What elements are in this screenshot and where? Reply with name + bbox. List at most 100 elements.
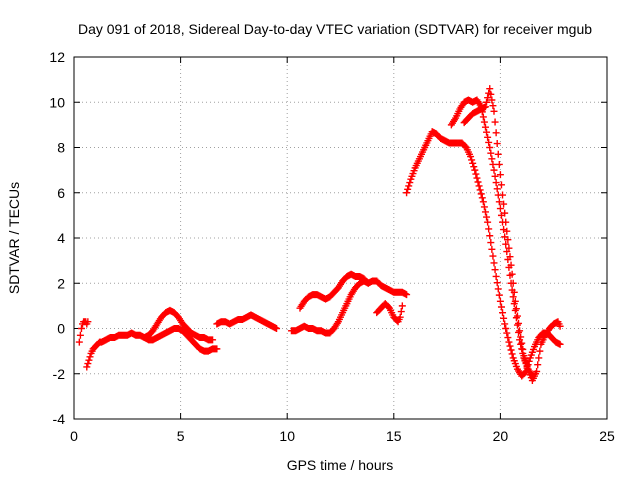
data-series <box>83 325 221 371</box>
data-point <box>481 123 489 131</box>
data-point-fill <box>363 278 371 286</box>
data-point-fill <box>480 203 488 211</box>
data-point-fill <box>512 305 520 313</box>
data-point-fill <box>405 182 413 190</box>
data-point-fill <box>504 334 512 342</box>
data-point-fill <box>506 253 514 261</box>
data-point <box>467 153 475 161</box>
data-point-fill <box>513 312 521 320</box>
data-point-fill <box>496 205 504 213</box>
data-point <box>505 338 513 346</box>
data-point-fill <box>536 347 544 355</box>
data-point <box>83 363 91 371</box>
data-point-fill <box>468 156 476 164</box>
data-point-fill <box>522 358 530 366</box>
data-series <box>460 85 536 380</box>
data-point <box>490 107 498 115</box>
data-point <box>496 297 504 305</box>
y-tick-label: -2 <box>53 366 66 382</box>
data-point-fill <box>485 225 493 233</box>
y-tick-label: 0 <box>57 321 65 337</box>
data-point <box>75 338 83 346</box>
y-tick-label: 6 <box>57 185 65 201</box>
data-point <box>84 318 92 326</box>
data-point-fill <box>478 194 486 202</box>
data-point-fill <box>521 355 529 363</box>
data-point <box>77 325 85 332</box>
data-point-fill <box>491 118 499 126</box>
data-point-fill <box>486 232 494 240</box>
data-point-fill <box>496 171 504 179</box>
data-point <box>520 352 528 360</box>
data-point <box>403 189 411 197</box>
x-tick-label: 5 <box>177 428 185 444</box>
data-point-fill <box>493 185 501 193</box>
data-point <box>556 322 564 330</box>
data-point <box>516 327 524 335</box>
data-point <box>499 191 507 199</box>
data-point-fill <box>502 325 510 332</box>
data-point-fill <box>484 94 492 102</box>
data-point <box>486 144 494 151</box>
data-point-fill <box>504 236 512 244</box>
data-point-fill <box>487 149 495 157</box>
chart-title: Day 091 of 2018, Sidereal Day-to-day VTE… <box>78 21 592 37</box>
data-series <box>296 270 372 312</box>
data-point <box>209 336 217 344</box>
data-point-fill <box>485 138 493 146</box>
data-point-fill <box>500 226 508 234</box>
tick-labels: 0 5 10 15 20 25 -4 -2 0 2 4 6 8 10 12 <box>49 49 615 444</box>
data-point-fill <box>397 308 405 316</box>
x-tick-label: 20 <box>493 428 509 444</box>
data-point <box>398 302 406 310</box>
data-point-fill <box>490 259 498 267</box>
data-point-fill <box>515 319 523 327</box>
data-point-fill <box>495 160 503 168</box>
y-tick-label: -4 <box>53 411 66 427</box>
data-point <box>471 166 479 174</box>
data-point-fill <box>469 159 477 167</box>
data-point-fill <box>487 239 495 247</box>
data-point <box>490 166 498 174</box>
x-axis-label: GPS time / hours <box>287 457 394 473</box>
data-point-fill <box>489 252 497 260</box>
x-tick-label: 25 <box>599 428 615 444</box>
data-point <box>528 372 536 380</box>
data-point <box>494 150 502 158</box>
data-point-fill <box>491 172 499 180</box>
data-point <box>488 245 496 253</box>
data-point-fill <box>493 140 501 148</box>
data-points <box>75 85 564 385</box>
data-point <box>481 103 489 111</box>
data-point <box>475 182 483 190</box>
data-point <box>85 356 93 364</box>
data-point-fill <box>505 244 513 252</box>
data-point-fill <box>517 333 525 341</box>
data-point-fill <box>491 266 499 274</box>
data-point-fill <box>477 190 485 198</box>
data-point-fill <box>509 293 517 301</box>
data-point <box>533 367 541 375</box>
y-tick-label: 10 <box>49 94 65 110</box>
y-tick-label: 12 <box>49 49 65 65</box>
data-point <box>76 331 84 339</box>
data-point-fill <box>489 102 497 110</box>
data-point-fill <box>517 340 525 348</box>
data-point <box>364 279 372 287</box>
data-point-fill <box>481 208 489 216</box>
data-point-fill <box>479 113 487 121</box>
data-point-fill <box>484 133 492 141</box>
data-point <box>484 218 492 226</box>
data-point <box>511 297 519 305</box>
x-tick-label: 15 <box>386 428 402 444</box>
data-point-fill <box>488 96 496 104</box>
data-point-fill <box>509 279 517 287</box>
y-axis-label: SDTVAR / TECUs <box>6 182 22 294</box>
data-point-fill <box>470 163 478 171</box>
data-point-fill <box>499 309 507 317</box>
data-point <box>213 345 221 353</box>
data-series <box>287 277 411 337</box>
data-point-fill <box>497 181 505 189</box>
data-point <box>479 198 487 206</box>
